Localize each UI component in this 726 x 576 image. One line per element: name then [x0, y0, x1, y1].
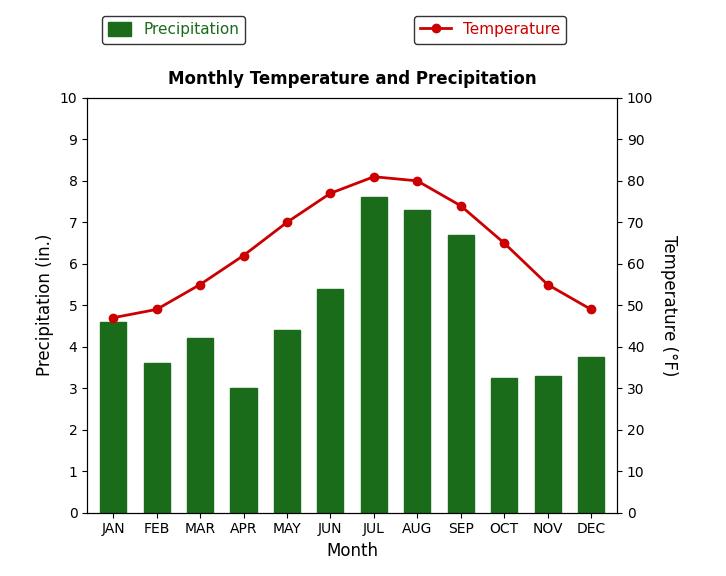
Legend: Precipitation: Precipitation — [102, 16, 245, 44]
Bar — [187, 339, 213, 513]
Bar — [491, 378, 517, 513]
Bar — [361, 198, 387, 513]
Bar — [317, 289, 343, 513]
Bar — [230, 388, 256, 513]
Bar — [100, 322, 126, 513]
Bar — [274, 330, 300, 513]
Bar — [448, 235, 474, 513]
X-axis label: Month: Month — [326, 542, 378, 560]
Bar — [534, 376, 560, 513]
Legend: Temperature: Temperature — [415, 16, 566, 44]
Bar — [578, 357, 604, 513]
Bar — [404, 210, 431, 513]
Bar — [144, 363, 170, 513]
Title: Monthly Temperature and Precipitation: Monthly Temperature and Precipitation — [168, 70, 537, 88]
Y-axis label: Precipitation (in.): Precipitation (in.) — [36, 234, 54, 377]
Y-axis label: Temperature (°F): Temperature (°F) — [660, 234, 678, 376]
